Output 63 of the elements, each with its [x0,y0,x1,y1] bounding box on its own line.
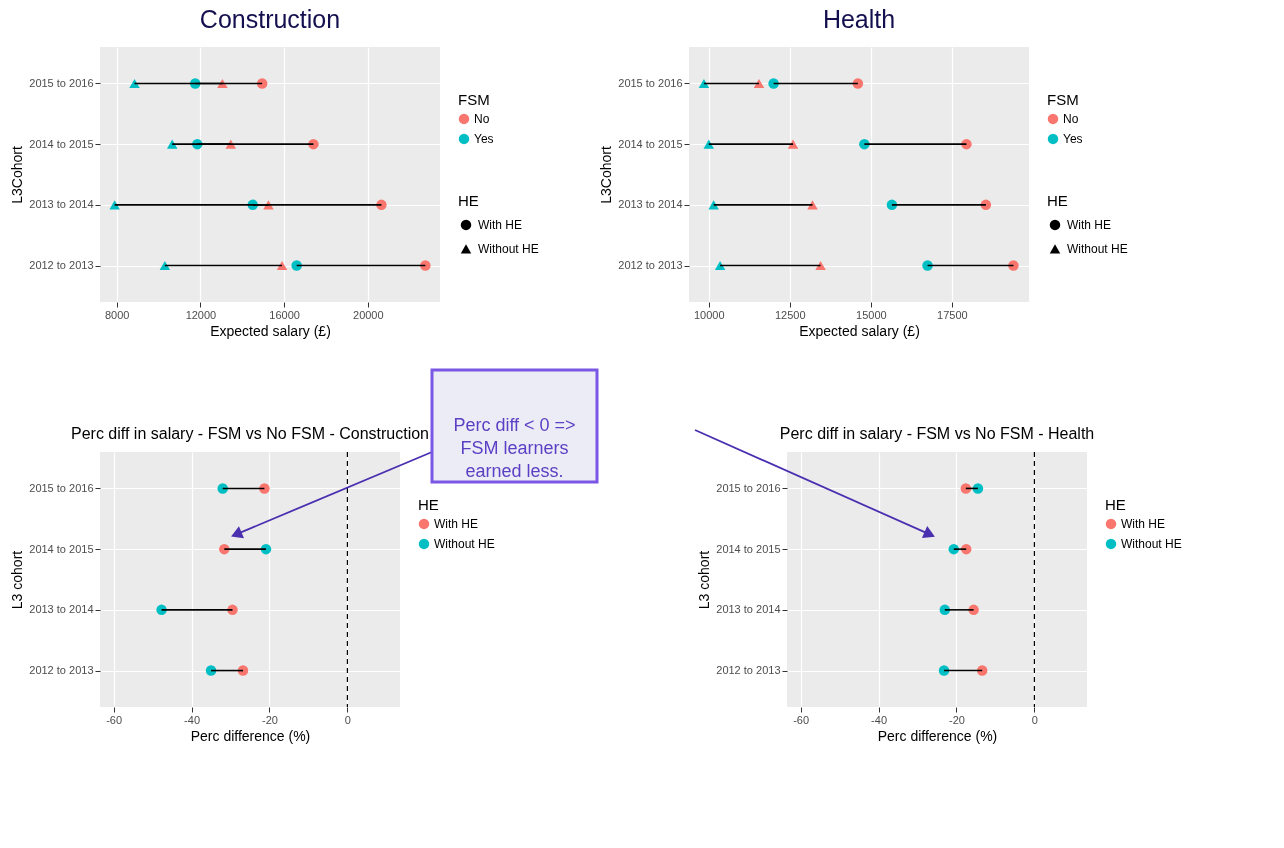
y-tick-label: 2013 to 2014 [29,603,94,616]
y-tick-label: 2012 to 2013 [29,259,94,272]
y-tick-label: 2015 to 2016 [618,76,683,89]
legend-label: With HE [434,516,479,531]
x-axis-title: Expected salary (£) [210,322,331,339]
x-tick-label: 17500 [937,308,968,321]
x-tick-label: -60 [106,713,123,726]
chart-title: Construction [199,5,341,33]
legend-title: FSM [458,90,490,108]
legend-title: HE [418,495,439,513]
legend-label: Without HE [1121,536,1182,551]
y-tick-label: 2014 to 2015 [29,542,94,555]
y-tick-label: 2013 to 2014 [618,198,683,211]
x-axis-title: Expected salary (£) [799,322,920,339]
x-tick-label: 12000 [185,308,217,321]
y-tick-label: 2012 to 2013 [716,664,781,677]
x-tick-label: -60 [793,713,810,726]
legend-label: Without HE [434,536,495,551]
y-tick-label: 2013 to 2014 [716,603,781,616]
y-axis-title: L3Cohort [9,146,26,204]
y-tick-label: 2014 to 2015 [618,137,683,150]
y-tick-label: 2015 to 2016 [29,481,94,494]
legend-label: No [474,111,490,126]
legend-title: HE [1105,495,1126,513]
chart-title: Perc diff in salary - FSM vs No FSM - Construction [70,425,430,442]
x-tick-label: 0 [1031,713,1038,726]
text: HE [1047,191,1068,209]
text: With HE [478,217,523,232]
legend-label: Yes [1063,131,1083,146]
y-tick-label: 2012 to 2013 [29,664,94,677]
x-axis-title: Perc difference (%) [877,727,998,744]
x-tick-label: 12500 [775,308,806,321]
y-axis-title: L3 cohort [9,550,26,610]
x-tick-label: 10000 [693,308,725,321]
x-tick-label: 15000 [856,308,887,321]
x-tick-label: 0 [344,713,351,726]
y-axis-title: L3Cohort [598,146,615,204]
x-axis-title: Perc difference (%) [190,727,311,744]
y-tick-label: 2015 to 2016 [29,76,94,89]
y-tick-label: 2013 to 2014 [29,198,94,211]
legend-title: FSM [1047,90,1079,108]
text: Without HE [478,241,539,256]
y-tick-label: 2012 to 2013 [618,259,683,272]
text: Without HE [1067,241,1128,256]
x-tick-label: -20 [949,713,965,726]
x-tick-label: -40 [871,713,888,726]
legend-label: Yes [474,131,494,146]
chart-title: Health [822,5,896,33]
text: With HE [1067,217,1112,232]
x-tick-label: 8000 [105,308,130,321]
x-tick-label: 16000 [269,308,300,321]
legend-label: No [1063,111,1079,126]
chart-title: Perc diff in salary - FSM vs No FSM - Health [779,425,1095,442]
text: Perc diff < 0 => FSM learners earned less. [453,415,576,481]
legend-label: With HE [1121,516,1166,531]
y-tick-label: 2014 to 2015 [29,137,94,150]
text: HE [458,191,479,209]
y-tick-label: 2015 to 2016 [716,481,781,494]
y-tick-label: 2014 to 2015 [716,542,781,555]
x-tick-label: 20000 [353,308,384,321]
y-axis-title: L3 cohort [696,550,713,610]
x-tick-label: -40 [184,713,201,726]
x-tick-label: -20 [262,713,278,726]
